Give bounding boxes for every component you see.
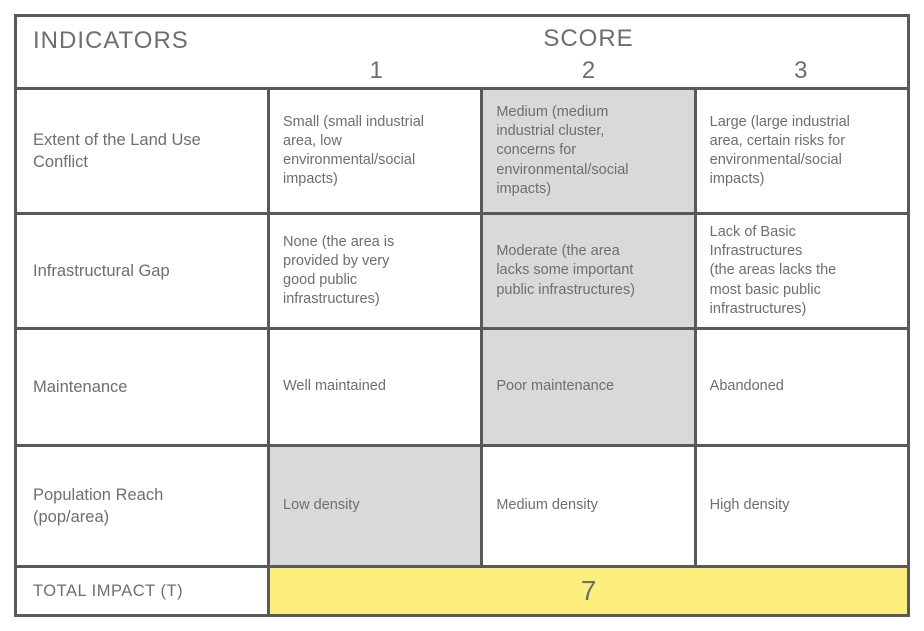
total-impact-label: TOTAL IMPACT (T) <box>17 568 270 614</box>
table-row-maintenance: Maintenance Well maintained Poor mainten… <box>17 330 907 447</box>
score-cell-2: Moderate (the area lacks some important … <box>483 215 697 327</box>
score-column-1: 1 <box>369 57 383 84</box>
indicators-header: INDICATORS <box>33 27 189 54</box>
table-row-infrastructural-gap: Infrastructural Gap None (the area is pr… <box>17 215 907 330</box>
total-impact-value: 7 <box>270 568 907 614</box>
score-cell-2: Medium (medium industrial cluster, conce… <box>483 90 697 212</box>
score-cell-2: Medium density <box>483 447 697 565</box>
score-cell-3: Large (large industrial area, certain ri… <box>709 113 850 188</box>
score-cell-2: Poor maintenance <box>483 330 697 444</box>
indicator-label: Maintenance <box>17 330 270 444</box>
table-header-row: INDICATORS SCORE 1 2 3 <box>17 17 907 90</box>
score-cell-3: High density <box>709 497 790 514</box>
score-cell-3: Abandoned <box>709 378 784 395</box>
score-cell-1: None (the area is provided by very good … <box>270 215 484 327</box>
score-cell-1: Low density <box>270 447 484 565</box>
score-header: SCORE <box>543 25 634 52</box>
table-row-total-impact: TOTAL IMPACT (T) 7 <box>17 568 907 614</box>
score-header-area: SCORE 1 2 3 <box>270 17 907 87</box>
impact-score-table: INDICATORS SCORE 1 2 3 Extent of the Lan… <box>14 14 910 617</box>
score-cell-1: Well maintained <box>270 330 484 444</box>
score-column-2: 2 <box>581 57 596 84</box>
score-column-numbers: 1 2 3 <box>270 53 907 87</box>
table-row-population-reach: Population Reach (pop/area) Low density … <box>17 447 907 568</box>
indicator-label: Infrastructural Gap <box>17 215 270 327</box>
indicator-label: Population Reach (pop/area) <box>17 447 270 565</box>
table-row-land-use-conflict: Extent of the Land Use Conflict Small (s… <box>17 90 907 215</box>
indicator-label: Extent of the Land Use Conflict <box>17 90 270 212</box>
score-column-3: 3 <box>794 57 808 84</box>
score-cell-3: Lack of Basic Infrastructures (the areas… <box>709 224 837 317</box>
score-cell-1: Small (small industrial area, low enviro… <box>270 90 484 212</box>
